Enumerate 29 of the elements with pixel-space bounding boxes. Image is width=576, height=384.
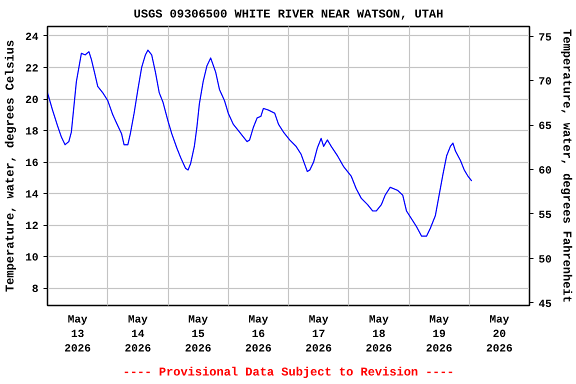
- y2-tick-label: 75: [538, 32, 552, 44]
- x-tick-label: May 13 2026: [64, 314, 91, 356]
- y2-tick-label: 70: [538, 76, 552, 89]
- y2-tick-label: 60: [538, 166, 552, 178]
- y-tick-label: 20: [25, 95, 38, 108]
- y-tick-label: 16: [25, 158, 38, 170]
- y-axis-title: Temperature, water, degrees Celsius: [3, 40, 18, 292]
- x-tick-label: May 17 2026: [305, 314, 332, 356]
- y-tick-label: 10: [25, 252, 38, 265]
- y2-tick-label: 45: [538, 298, 552, 311]
- x-tick-label: May 20 2026: [486, 314, 513, 356]
- y-tick-label: 12: [25, 221, 38, 234]
- x-tick-label: May 14 2026: [124, 314, 152, 356]
- text: ---- Provisional Data Subject to Revision ----: [122, 366, 454, 380]
- x-tick-label: May 18 2026: [366, 314, 392, 356]
- x-tick-label: May 16 2026: [245, 314, 272, 356]
- y-tick-label: 24: [25, 32, 39, 44]
- y2-tick-label: 55: [538, 210, 552, 222]
- chart-title: USGS 09306500 WHITE RIVER NEAR WATSON, UTAH: [134, 8, 444, 22]
- y-tick-label: 8: [32, 284, 39, 296]
- y-tick-label: 14: [25, 190, 39, 202]
- x-tick-label: May 15 2026: [184, 314, 212, 356]
- y-tick-label: 22: [25, 63, 38, 76]
- y2-axis-title: Temperature, water, degrees Fahrenheit: [560, 29, 574, 303]
- x-tick-label: May 19 2026: [426, 314, 452, 356]
- y2-tick-label: 50: [538, 254, 552, 266]
- line-series: [48, 50, 472, 237]
- y-tick-label: 18: [25, 126, 39, 139]
- y2-tick-label: 65: [538, 121, 552, 134]
